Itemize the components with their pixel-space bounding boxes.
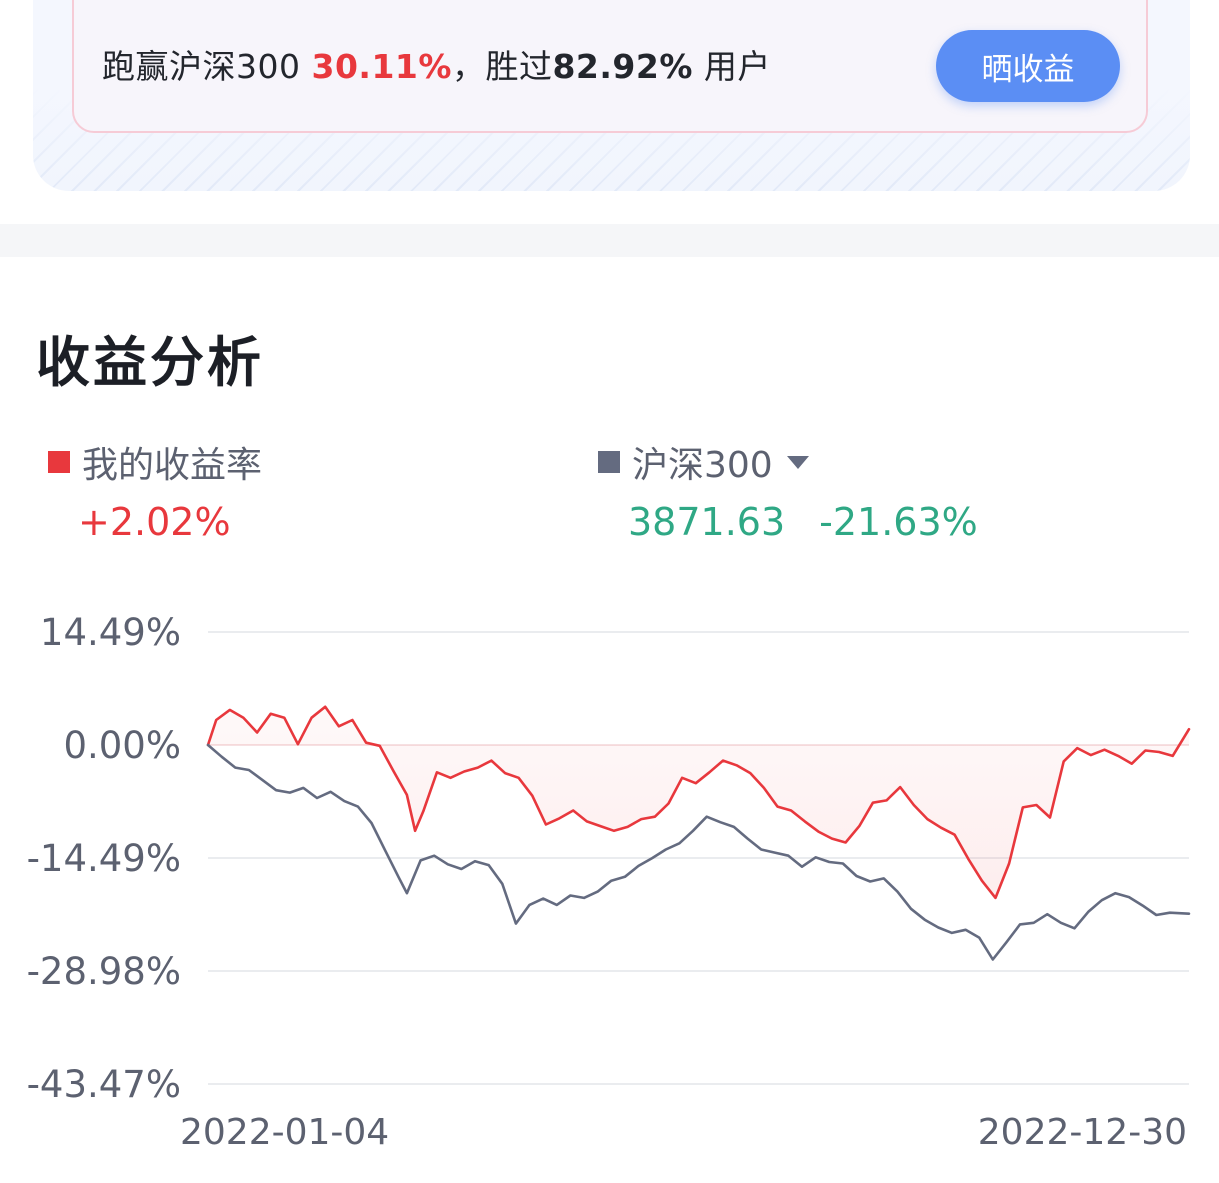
benchmark-price: 3871.63 xyxy=(628,500,786,544)
caret-down-icon[interactable] xyxy=(786,455,809,469)
benchmark-change: -21.63% xyxy=(819,500,978,544)
y-tick-label: 14.49% xyxy=(40,611,181,654)
legend-my-return: 我的收益率 xyxy=(48,436,262,488)
y-tick-label: -28.98% xyxy=(27,950,181,993)
section-divider xyxy=(0,224,1219,257)
my-return-line xyxy=(206,705,1191,900)
my-return-label: 我的收益率 xyxy=(82,445,263,486)
benchmark-label: 沪深300 xyxy=(632,445,773,486)
y-tick-label: -43.47% xyxy=(27,1063,181,1106)
share-returns-button[interactable]: 晒收益 xyxy=(936,30,1120,102)
x-tick-label: 2022-01-04 xyxy=(180,1112,389,1153)
returns-chart: 14.49% 0.00% -14.49% -28.98% -43.47% 2022-01-… xyxy=(0,580,1219,1183)
benchmark-values: 3871.63 -21.63% xyxy=(628,500,978,544)
beat-summary: 跑赢沪深300 30.11%，胜过82.92% 用户 xyxy=(102,50,771,83)
benchmark-swatch-icon xyxy=(598,451,620,473)
benchmark-selector[interactable]: 沪深300 xyxy=(598,436,809,488)
beat-prefix: 跑赢沪深300 xyxy=(102,47,312,86)
x-tick-label: 2022-12-30 xyxy=(978,1112,1187,1153)
benchmark-line xyxy=(206,743,1191,961)
my-return-swatch-icon xyxy=(48,451,70,473)
beat-percentage: 30.11% xyxy=(311,47,452,86)
my-return-value: +2.02% xyxy=(78,500,231,544)
y-tick-label: -14.49% xyxy=(27,837,181,880)
returns-chart-svg: 14.49% 0.00% -14.49% -28.98% -43.47% 2022-01-… xyxy=(27,611,1191,1153)
users-percentage: 82.92% xyxy=(552,47,693,86)
beat-suffix: 用户 xyxy=(692,47,771,86)
y-tick-label: 0.00% xyxy=(63,724,181,767)
my-return-area xyxy=(208,706,1189,898)
beat-banner: 跑赢沪深300 30.11%，胜过82.92% 用户 晒收益 xyxy=(72,0,1148,133)
section-title: 收益分析 xyxy=(36,331,264,394)
beat-middle: ，胜过 xyxy=(451,47,553,86)
